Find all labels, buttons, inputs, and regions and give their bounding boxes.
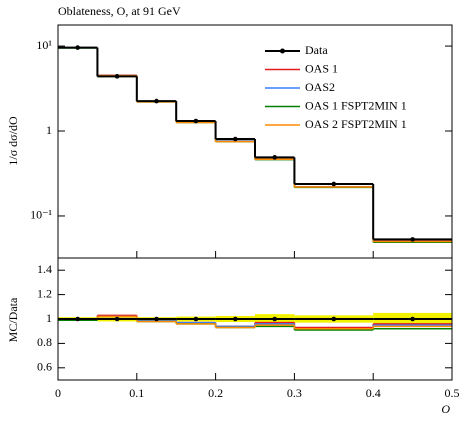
legend-label: OAS 1 FSPT2MIN 1 xyxy=(305,98,407,112)
x-tick-label: 0.4 xyxy=(366,386,381,400)
data-point xyxy=(114,316,120,322)
data-point xyxy=(410,237,415,242)
chart-title: Oblateness, O, at 91 GeV xyxy=(58,4,181,18)
data-point xyxy=(272,155,278,160)
y-tick-label: 10¹ xyxy=(36,38,52,52)
y-axis-label: 1/σ dσ/dO xyxy=(6,116,20,166)
x-axis-label: O xyxy=(441,402,450,416)
data-point xyxy=(233,136,238,142)
x-tick-label: 0.2 xyxy=(208,386,223,400)
legend-label: OAS2 xyxy=(305,80,335,94)
y-tick-label: 0.8 xyxy=(37,335,52,349)
data-point xyxy=(75,316,80,322)
data-point xyxy=(193,316,199,322)
y-tick-label: 1.4 xyxy=(37,262,52,276)
x-tick-label: 0.3 xyxy=(287,386,302,400)
data-point xyxy=(331,181,337,187)
ratio-y-axis-label: MC/Data xyxy=(6,297,20,342)
legend-label: Data xyxy=(305,43,328,57)
data-point xyxy=(272,316,278,322)
data-point xyxy=(410,316,415,322)
x-tick-label: 0.1 xyxy=(129,386,144,400)
data-point xyxy=(114,74,120,79)
data-point xyxy=(154,98,159,104)
x-tick-label: 0 xyxy=(55,386,61,400)
data-point xyxy=(331,316,337,322)
y-tick-label: 0.6 xyxy=(37,360,52,374)
data-point xyxy=(233,316,238,322)
y-tick-label: 1.2 xyxy=(37,286,52,300)
y-tick-label: 10⁻¹ xyxy=(30,208,52,222)
legend-label: OAS 2 FSPT2MIN 1 xyxy=(305,117,407,131)
legend-label: OAS 1 xyxy=(305,61,338,75)
data-point xyxy=(75,45,80,50)
data-point xyxy=(154,316,159,322)
y-tick-label: 1 xyxy=(46,123,52,137)
y-tick-label: 1 xyxy=(46,311,52,325)
x-tick-label: 0.5 xyxy=(445,386,460,400)
legend-marker xyxy=(280,48,285,54)
data-point xyxy=(193,118,199,124)
